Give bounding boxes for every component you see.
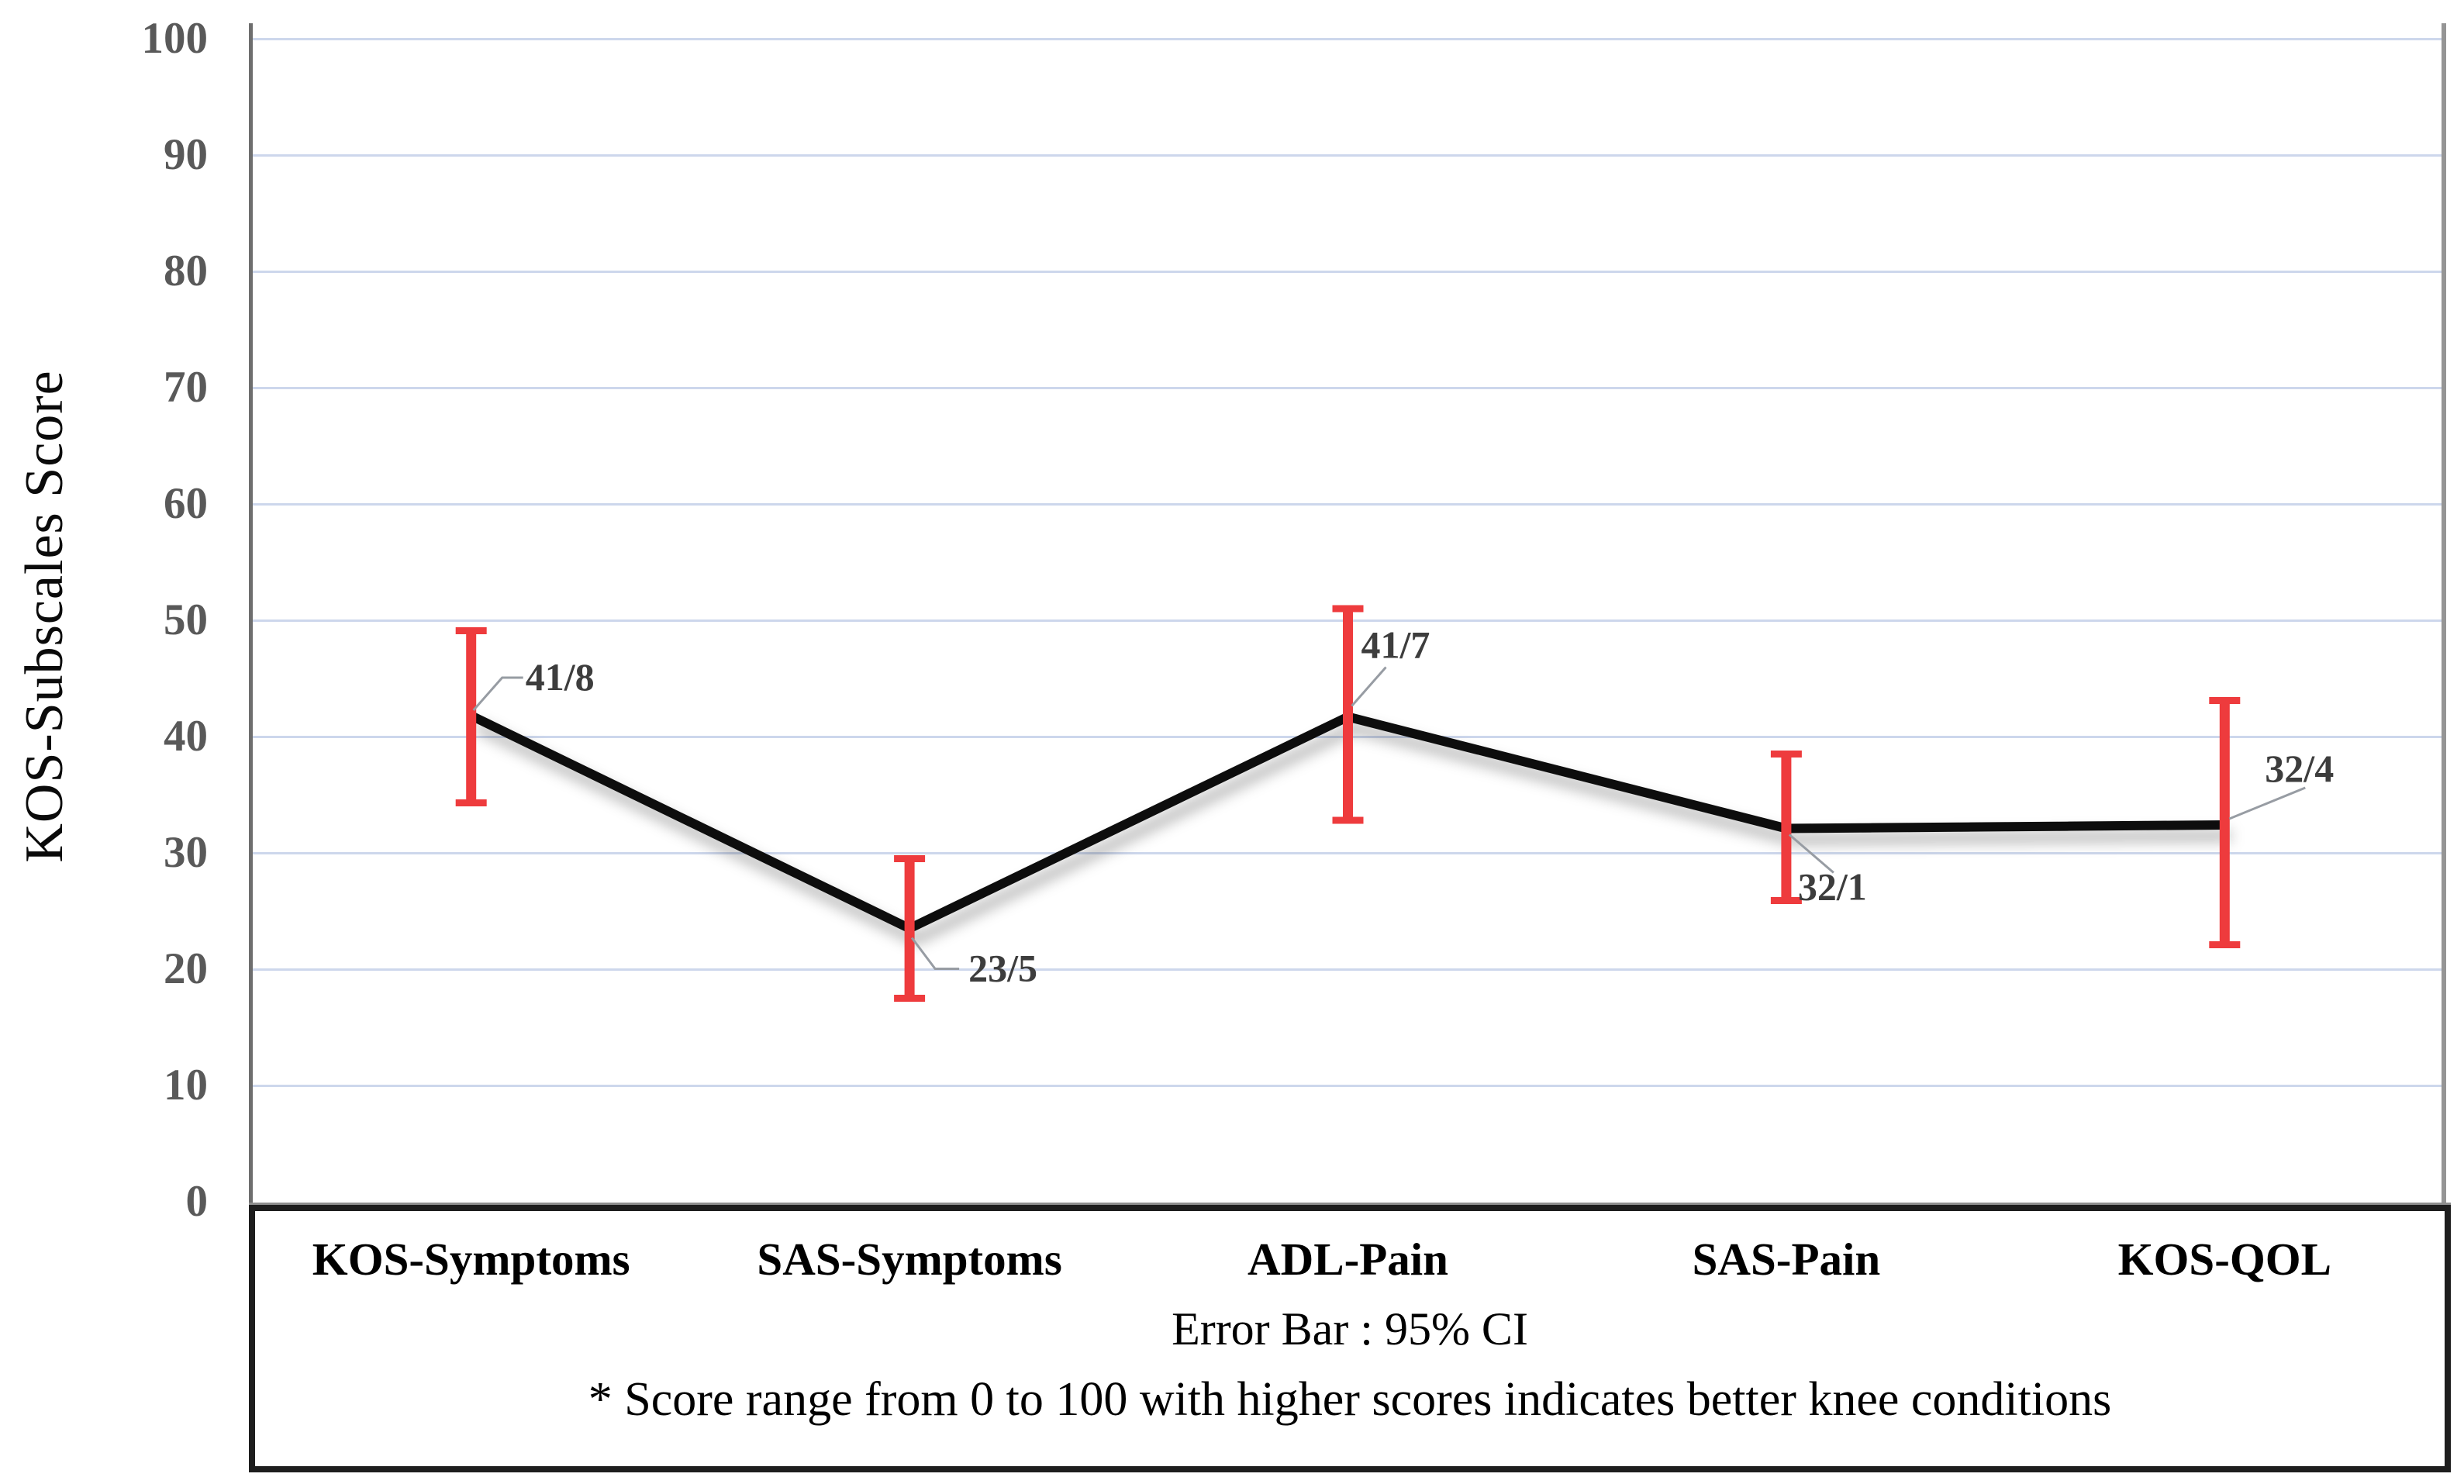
gridline (252, 270, 2444, 273)
category-label: KOS-QOL (2117, 1234, 2331, 1285)
gridline (252, 502, 2444, 506)
series-layer: 41/8 23/5 41/7 32/1 32/4 (455, 605, 2334, 1002)
category-label: SAS-Symptoms (757, 1234, 1062, 1285)
y-axis-line (249, 23, 253, 1206)
leader-line (910, 937, 960, 970)
footnote: * Score range from 0 to 100 with higher … (588, 1373, 2112, 1426)
leader-line (1788, 833, 1834, 874)
error-bar (1770, 751, 1802, 904)
point-label: 32/4 (2265, 747, 2334, 790)
y-tick-label: 60 (164, 479, 208, 528)
legend-box: KOS-Symptoms SAS-Symptoms ADL-Pain SAS-Pain… (249, 1205, 2451, 1472)
plot-area: 41/8 23/5 41/7 32/1 32/4 (252, 37, 2444, 1205)
point-label: 32/1 (1798, 865, 1867, 909)
leader-line (1351, 666, 1387, 707)
y-tick-label: 80 (164, 247, 208, 295)
gridline (252, 1084, 2444, 1087)
error-bar (1332, 605, 1364, 824)
point-label: 41/8 (526, 655, 595, 699)
gridline (252, 968, 2444, 971)
error-bar (894, 855, 926, 1002)
y-tick-label: 0 (185, 1177, 209, 1226)
plot-right-border (2442, 23, 2446, 1206)
leader-line (2228, 786, 2306, 820)
leader-line (472, 676, 523, 711)
gridline (252, 154, 2444, 157)
y-tick-label: 20 (164, 944, 208, 993)
error-bar (455, 627, 487, 806)
y-tick-label: 40 (164, 712, 208, 761)
y-tick-label: 100 (141, 14, 209, 63)
gridline (252, 851, 2444, 854)
gridline (252, 37, 2444, 40)
category-label: KOS-Symptoms (312, 1234, 630, 1285)
error-bar-note: Error Bar : 95% CI (1172, 1303, 1528, 1355)
gridline (252, 386, 2444, 389)
error-bar (2209, 697, 2241, 948)
y-tick-label: 10 (164, 1061, 208, 1110)
point-label: 23/5 (968, 947, 1037, 990)
category-label: ADL-Pain (1248, 1234, 1448, 1285)
point-label: 41/7 (1361, 623, 1430, 667)
y-tick-label: 70 (164, 363, 208, 412)
y-tick-label: 90 (164, 130, 208, 179)
y-tick-label: 50 (164, 595, 208, 644)
y-tick-label: 30 (164, 828, 208, 877)
category-label: SAS-Pain (1692, 1234, 1881, 1285)
